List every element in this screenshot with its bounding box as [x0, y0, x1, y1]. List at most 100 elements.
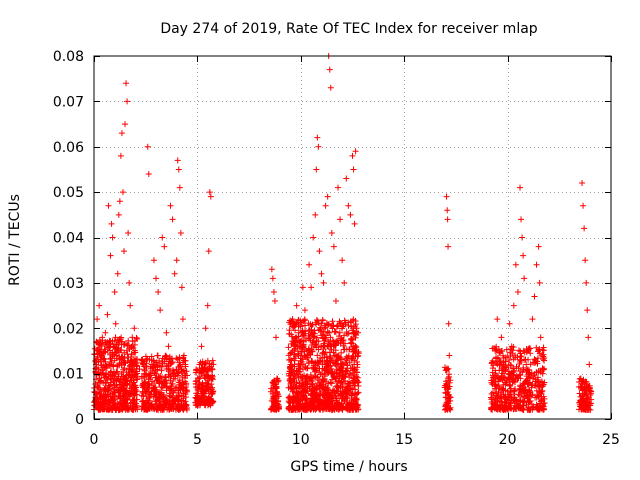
- data-point: [329, 318, 336, 325]
- data-point: [297, 388, 304, 395]
- x-tick-label: 10: [292, 432, 310, 448]
- data-point: [175, 166, 182, 173]
- data-point: [333, 369, 340, 376]
- data-point: [289, 405, 296, 412]
- data-point: [204, 374, 211, 381]
- data-point: [341, 397, 348, 404]
- data-point: [118, 394, 125, 401]
- data-point: [340, 403, 347, 410]
- data-point: [271, 298, 278, 305]
- data-point: [199, 365, 206, 372]
- data-point: [168, 360, 175, 367]
- data-point: [106, 361, 113, 368]
- data-point: [490, 379, 497, 386]
- data-point: [289, 316, 296, 323]
- data-point: [310, 234, 317, 241]
- data-point: [322, 202, 329, 209]
- data-point: [516, 386, 523, 393]
- data-point: [162, 374, 169, 381]
- data-point: [532, 394, 539, 401]
- data-point: [269, 395, 276, 402]
- data-point: [324, 329, 331, 336]
- data-point: [103, 340, 110, 347]
- data-point: [98, 350, 105, 357]
- data-point: [204, 402, 211, 409]
- data-point: [351, 404, 358, 411]
- data-point: [167, 202, 174, 209]
- data-point: [298, 358, 305, 365]
- data-point: [317, 354, 324, 361]
- data-point: [445, 320, 452, 327]
- data-point: [288, 340, 295, 347]
- data-point: [302, 397, 309, 404]
- data-point: [337, 216, 344, 223]
- data-point: [350, 166, 357, 173]
- data-point: [150, 364, 157, 371]
- data-point: [517, 397, 524, 404]
- data-point: [444, 365, 451, 372]
- data-point: [119, 379, 126, 386]
- data-point: [579, 386, 586, 393]
- data-point: [498, 334, 505, 341]
- data-point: [525, 379, 532, 386]
- data-point: [129, 334, 136, 341]
- data-point: [122, 395, 129, 402]
- data-point: [349, 390, 356, 397]
- data-point: [155, 288, 162, 295]
- data-point: [131, 341, 138, 348]
- data-point: [495, 378, 502, 385]
- data-point: [576, 378, 583, 385]
- data-point: [310, 362, 317, 369]
- data-point: [335, 184, 342, 191]
- data-point: [136, 366, 143, 373]
- data-point: [499, 347, 506, 354]
- data-point: [287, 378, 294, 385]
- data-point: [122, 121, 129, 128]
- data-point: [327, 334, 334, 341]
- data-point: [118, 376, 125, 383]
- data-point: [500, 381, 507, 388]
- data-point: [324, 396, 331, 403]
- data-point: [533, 369, 540, 376]
- data-point: [343, 353, 350, 360]
- data-point: [325, 380, 332, 387]
- x-tick-label: 25: [602, 432, 620, 448]
- data-point: [489, 400, 496, 407]
- data-point: [142, 379, 149, 386]
- data-point: [109, 338, 116, 345]
- data-point: [92, 389, 99, 396]
- data-point: [111, 382, 118, 389]
- data-point: [533, 401, 540, 408]
- data-point: [345, 354, 352, 361]
- data-point: [124, 98, 131, 105]
- data-point: [522, 386, 529, 393]
- data-point: [127, 302, 134, 309]
- data-point: [103, 375, 110, 382]
- data-point: [210, 361, 217, 368]
- data-point: [150, 357, 157, 364]
- data-point: [196, 361, 203, 368]
- data-point: [576, 406, 583, 413]
- data-point: [523, 361, 530, 368]
- data-point: [295, 329, 302, 336]
- data-point: [126, 387, 133, 394]
- data-point: [540, 405, 547, 412]
- data-point: [308, 326, 315, 333]
- data-point: [206, 189, 213, 196]
- data-point: [159, 355, 166, 362]
- data-point: [123, 400, 130, 407]
- data-point: [175, 406, 182, 413]
- data-point: [119, 189, 126, 196]
- data-point: [498, 373, 505, 380]
- data-point: [205, 248, 212, 255]
- data-point: [506, 320, 513, 327]
- data-point: [314, 399, 321, 406]
- data-point: [332, 360, 339, 367]
- data-point: [329, 337, 336, 344]
- data-point: [115, 392, 122, 399]
- data-point: [510, 367, 517, 374]
- data-point: [339, 404, 346, 411]
- data-point: [327, 84, 334, 91]
- data-point: [312, 374, 319, 381]
- data-point: [154, 366, 161, 373]
